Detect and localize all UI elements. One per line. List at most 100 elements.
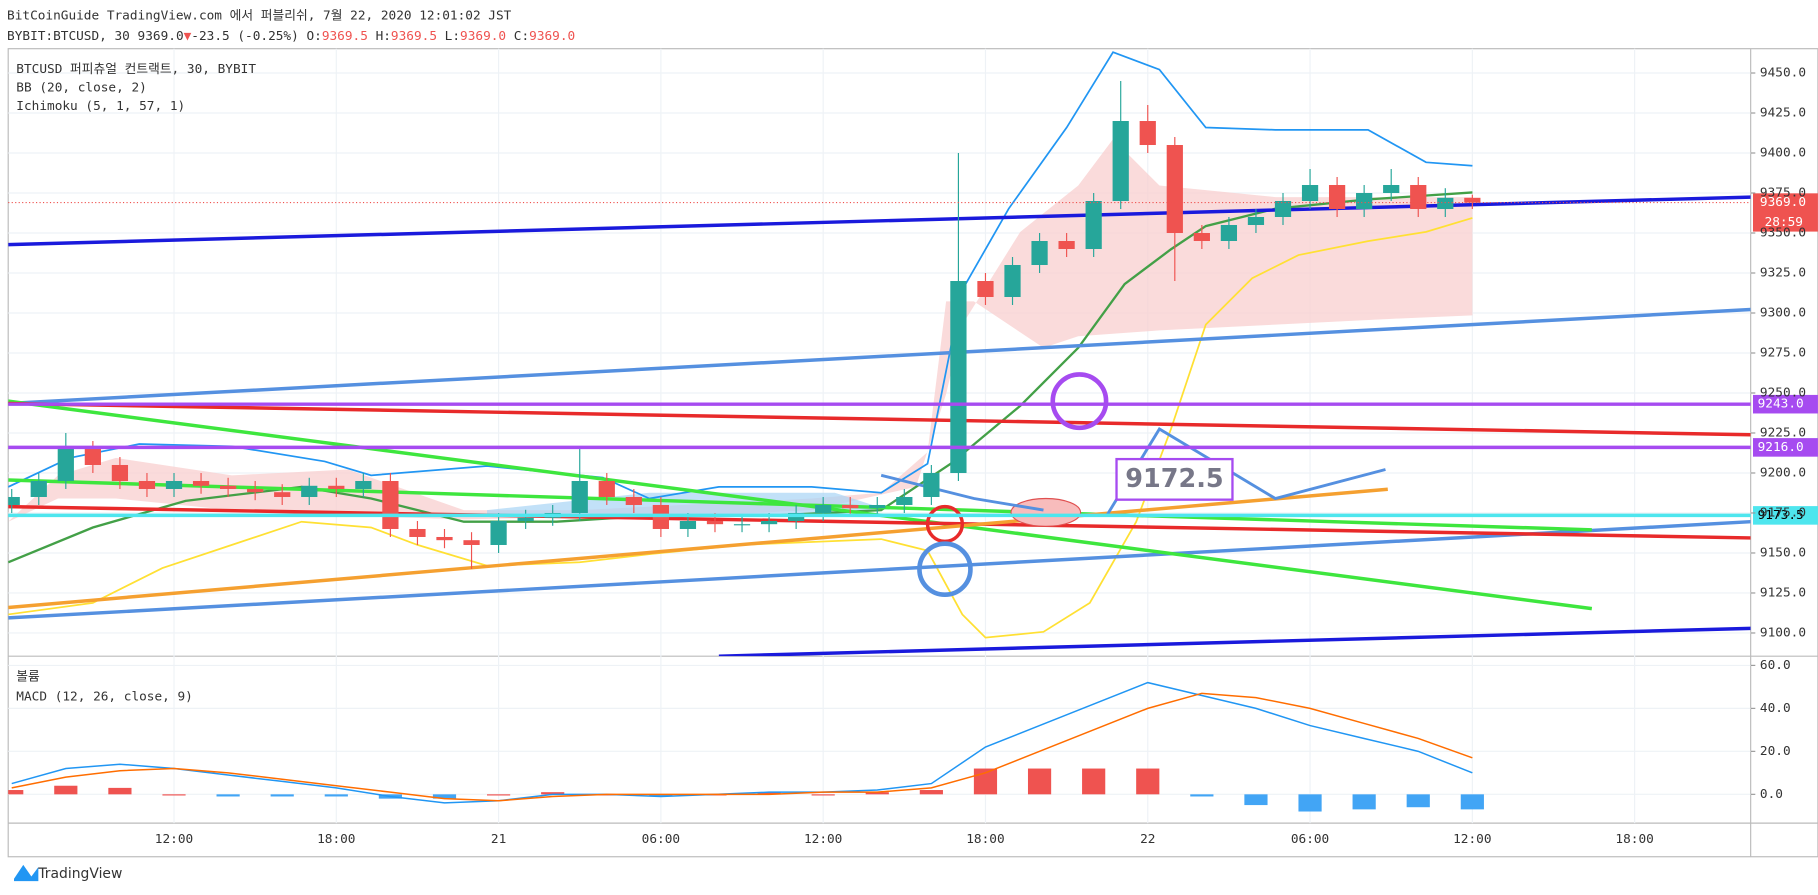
pane-label: MACD (12, 26, close, 9) bbox=[16, 689, 193, 704]
arrow-path bbox=[880, 473, 1044, 512]
candle-body bbox=[598, 480, 615, 497]
candle-body bbox=[165, 480, 183, 489]
y-tick-label: 9350.0 bbox=[1760, 226, 1806, 241]
y-tick-label: 60.0 bbox=[1760, 658, 1791, 673]
price-level-label: 9173.5 bbox=[1758, 508, 1804, 523]
candle-body bbox=[571, 480, 588, 513]
candle-body bbox=[1247, 217, 1265, 226]
candle-body bbox=[1410, 185, 1427, 210]
histogram-bar bbox=[541, 792, 565, 795]
candle-body bbox=[1004, 264, 1021, 297]
histogram-bar bbox=[216, 794, 240, 797]
x-tick-label: 18:00 bbox=[317, 832, 355, 847]
candle-body bbox=[8, 496, 20, 505]
y-tick-label: 9450.0 bbox=[1760, 66, 1806, 81]
macd-plot bbox=[8, 681, 1484, 812]
footer-brand: TradingView bbox=[37, 866, 122, 882]
price-level-label: 9243.0 bbox=[1758, 397, 1804, 412]
candle-body bbox=[409, 528, 426, 537]
candle-body bbox=[247, 488, 264, 493]
x-tick-label: 22 bbox=[1140, 832, 1155, 847]
histogram-bar bbox=[162, 794, 186, 796]
y-tick-label: 9400.0 bbox=[1760, 146, 1806, 161]
histogram-bar bbox=[865, 792, 889, 795]
macd-line bbox=[11, 681, 1473, 804]
candle-body bbox=[219, 485, 237, 489]
candle-body bbox=[1220, 225, 1238, 242]
x-tick-label: 12:00 bbox=[1453, 832, 1491, 847]
histogram-bar bbox=[1460, 794, 1484, 810]
symbol: BYBIT:BTCUSD, 30 bbox=[7, 28, 130, 43]
candle-body bbox=[1356, 193, 1373, 210]
y-tick-label: 20.0 bbox=[1760, 744, 1791, 759]
price-level-tag bbox=[1752, 394, 1818, 414]
candle-body bbox=[30, 480, 47, 497]
histogram-bar bbox=[757, 792, 781, 795]
price-level-tag bbox=[1752, 438, 1818, 457]
ohlc-value: 9369.5 bbox=[391, 28, 437, 43]
ohlc-value: 9369.5 bbox=[322, 28, 368, 43]
histogram-bar bbox=[649, 794, 673, 797]
y-tick-label: 40.0 bbox=[1760, 701, 1791, 716]
trendline bbox=[8, 504, 1751, 540]
candle-body bbox=[1112, 121, 1129, 202]
candle-body bbox=[1383, 185, 1400, 194]
ohlc-label: C: bbox=[514, 28, 529, 43]
arrow: ▼ bbox=[184, 28, 192, 43]
candle-body bbox=[111, 464, 129, 481]
candle-body bbox=[463, 540, 480, 545]
candle-body bbox=[355, 480, 372, 489]
candle-body bbox=[896, 496, 913, 505]
histogram-bar bbox=[1352, 794, 1376, 810]
candle-body bbox=[301, 485, 318, 497]
header-title: BitCoinGuide TradingView.com 에서 퍼블리쉬, 7월… bbox=[7, 9, 512, 24]
histogram-bar bbox=[1406, 794, 1430, 808]
ohlc-label: H: bbox=[376, 28, 391, 43]
logo bbox=[14, 864, 39, 882]
macd-line bbox=[11, 692, 1473, 802]
histogram-bar bbox=[1136, 768, 1160, 795]
x-tick-label: 12:00 bbox=[804, 832, 842, 847]
histogram-bar bbox=[919, 790, 943, 795]
ichimoku-cloud bbox=[8, 139, 1473, 522]
ellipse-marker bbox=[1010, 497, 1082, 527]
candle-body bbox=[706, 520, 724, 525]
y-tick-label: 0.0 bbox=[1760, 787, 1783, 802]
candle-body bbox=[1301, 185, 1319, 202]
ohlc-label: O: bbox=[306, 28, 321, 43]
histogram-bar bbox=[487, 794, 511, 796]
candle-body bbox=[815, 504, 832, 513]
trendline bbox=[8, 401, 1751, 437]
ohlc-label: L: bbox=[445, 28, 460, 43]
histogram-bar bbox=[270, 794, 294, 797]
candle-body bbox=[328, 485, 345, 489]
y-tick-label: 9425.0 bbox=[1760, 106, 1806, 121]
histogram-bar bbox=[432, 794, 457, 799]
price-level-label: 9216.0 bbox=[1758, 440, 1804, 455]
candle-body bbox=[1464, 197, 1481, 203]
x-tick-label: 18:00 bbox=[1615, 832, 1653, 847]
y-tick-label: 9300.0 bbox=[1760, 305, 1806, 320]
last: 9369.0 bbox=[138, 28, 184, 43]
candle-body bbox=[517, 517, 534, 521]
candle-body bbox=[760, 520, 778, 525]
y-tick-label: 9200.0 bbox=[1760, 465, 1806, 480]
bollinger-upper bbox=[8, 51, 1473, 500]
ohlc-value: 9369.0 bbox=[460, 28, 506, 43]
trendline bbox=[8, 478, 1592, 532]
histogram-bar bbox=[324, 794, 348, 797]
candle-body bbox=[923, 472, 940, 497]
candle-body bbox=[274, 492, 291, 497]
trendline bbox=[718, 626, 1751, 657]
y-tick-label: 9275.0 bbox=[1760, 345, 1806, 360]
callout-label: 9172.5 bbox=[1125, 464, 1223, 494]
candle-body bbox=[84, 448, 101, 465]
histogram-bar bbox=[108, 787, 132, 795]
candle-body bbox=[679, 520, 697, 529]
price-level-tag bbox=[1752, 506, 1818, 525]
candle-body bbox=[977, 280, 994, 297]
candle-body bbox=[382, 480, 399, 529]
y-tick-label: 9150.0 bbox=[1760, 545, 1806, 560]
change: -23.5 (-0.25%) bbox=[191, 28, 298, 43]
